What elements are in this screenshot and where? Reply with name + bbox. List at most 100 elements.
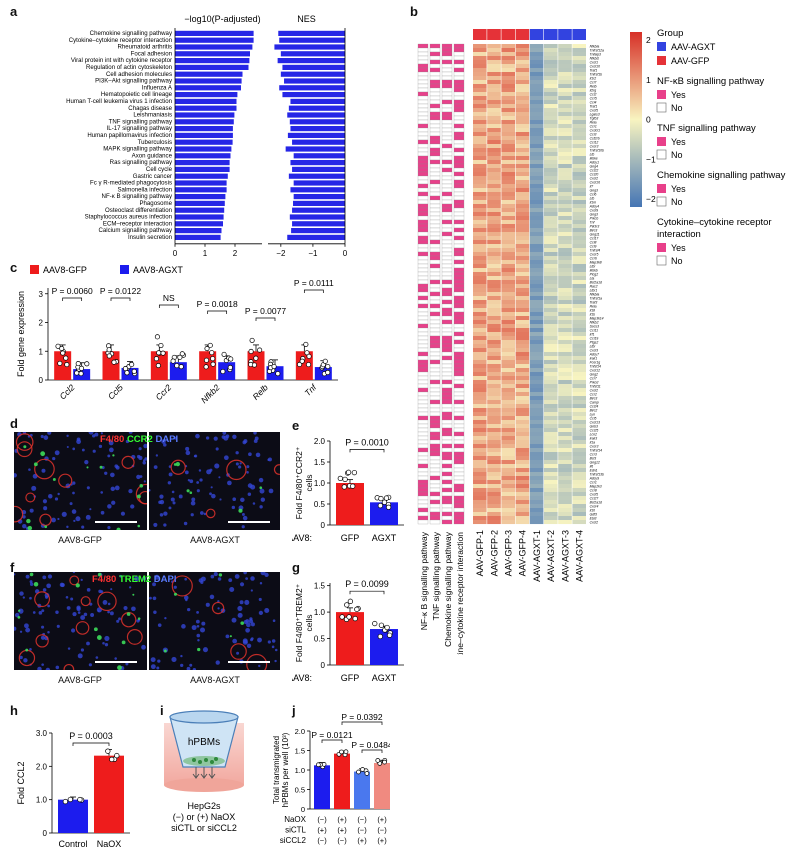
marker-dot	[116, 527, 121, 530]
heatmap-cell	[529, 232, 544, 237]
a-left-bar	[175, 200, 225, 206]
heatmap-annotation-cell	[429, 435, 441, 441]
e-datapoint	[337, 475, 343, 482]
heatmap-cell	[501, 372, 515, 377]
heatmap-cell	[529, 240, 544, 245]
heatmap-cell	[473, 228, 487, 233]
nucleus-dot	[205, 436, 210, 440]
heatmap-group-cell	[572, 29, 586, 40]
heatmap-cell	[572, 212, 586, 217]
heatmap-cell	[501, 244, 515, 249]
heatmap-annotation-cell	[417, 395, 429, 401]
heatmap-cell	[487, 408, 501, 413]
heatmap-annotation-cell	[417, 159, 429, 165]
nucleus-dot	[77, 611, 81, 614]
heatmap-scale-tick: −1	[646, 154, 656, 164]
heatmap-cell	[558, 120, 572, 125]
heatmap-gene-label: Ltbr1	[590, 289, 598, 293]
heatmap-annotation-cell	[441, 83, 453, 89]
heatmap-annotation-cell	[453, 447, 465, 453]
nucleus-dot	[136, 454, 141, 459]
marker-dot	[240, 621, 245, 625]
h-datapoint	[114, 752, 120, 759]
heatmap-cell	[529, 80, 544, 85]
nucleus-dot	[200, 627, 206, 633]
nucleus-dot	[190, 500, 196, 506]
heatmap-annotation-cell	[417, 455, 429, 461]
heatmap-cell	[473, 460, 487, 465]
heatmap-annotation-cell	[453, 503, 465, 509]
macrophage-ring	[97, 591, 117, 612]
heatmap-gene-label: Ccr1	[590, 481, 597, 485]
heatmap-cell	[501, 424, 515, 429]
heatmap-cell	[501, 312, 515, 317]
heatmap-cell	[558, 88, 572, 93]
nucleus-dot	[29, 596, 32, 600]
c-datapoint	[84, 361, 90, 367]
heatmap-annotation-cell	[453, 507, 465, 513]
heatmap-cell	[487, 432, 501, 437]
nucleus-dot	[102, 641, 105, 645]
a-left-bar	[175, 92, 238, 98]
heatmap-group-cell	[529, 29, 544, 40]
nucleus-dot	[218, 476, 221, 479]
heatmap-cell	[558, 84, 572, 89]
heatmap-annotation-cell	[453, 331, 465, 337]
heatmap-cell	[544, 308, 558, 313]
heatmap-cell	[544, 168, 558, 173]
heatmap-cell	[572, 496, 586, 501]
nucleus-dot	[149, 596, 152, 600]
heatmap-annotation-cell	[453, 387, 465, 393]
heatmap-annotation-cell	[441, 351, 453, 357]
heatmap-annotation-cell	[417, 139, 429, 145]
heatmap-column-label: AAV-GFP-4	[518, 530, 528, 576]
heatmap-cell	[473, 56, 487, 61]
heatmap-annotation-cell	[417, 111, 429, 117]
heatmap-gene-label: Tgfb3	[590, 117, 599, 121]
heatmap-cell	[544, 396, 558, 401]
heatmap-annotation-cell	[453, 307, 465, 313]
nucleus-dot	[211, 493, 216, 499]
heatmap-annotation-cell	[441, 155, 453, 161]
heatmap-gene-label: Prkcb	[590, 217, 599, 221]
heatmap-cell	[529, 292, 544, 297]
heatmap-annotation-cell	[417, 495, 429, 501]
heatmap-cell	[572, 464, 586, 469]
heatmap-cell	[501, 260, 515, 265]
heatmap-annotation-cell	[417, 83, 429, 89]
j-row-value: (−)	[317, 836, 327, 845]
legend-tnf-yes-swatch	[657, 137, 666, 146]
a-category-label: Rheumatoid arthritis	[117, 44, 172, 51]
heatmap-annotation-cell	[429, 135, 441, 141]
heatmap-cell	[487, 272, 501, 277]
nucleus-dot	[24, 623, 29, 629]
heatmap-cell	[572, 104, 586, 109]
heatmap-annotation-cell	[441, 207, 453, 213]
heatmap-cell	[487, 196, 501, 201]
heatmap-annotation-cell	[441, 223, 453, 229]
heatmap-gene-label: Ccl27	[590, 497, 599, 501]
heatmap-cell	[544, 120, 558, 125]
legend-agxt-label: AAV-AGXT	[671, 42, 716, 52]
heatmap-cell	[544, 260, 558, 265]
heatmap-cell	[487, 512, 501, 517]
schematic-i: hPBMs HepG2s (−) or (+) NaOX siCTL or si…	[164, 710, 244, 833]
a-category-label: Human papillomavirus infection	[87, 132, 172, 139]
heatmap-cell	[544, 96, 558, 101]
heatmap-cell	[515, 88, 530, 93]
g-datapoint	[377, 633, 383, 640]
heatmap-cell	[544, 488, 558, 493]
a-left-bar	[175, 30, 254, 36]
h-bar	[58, 799, 88, 833]
nucleus-dot	[159, 494, 164, 499]
heatmap-cell	[558, 372, 572, 377]
heatmap-cell	[544, 504, 558, 509]
heatmap-annotation-cell	[429, 275, 441, 281]
heatmap-annotation-cell	[453, 103, 465, 109]
heatmap-cell	[473, 304, 487, 309]
heatmap-cell	[544, 304, 558, 309]
heatmap-cell	[529, 364, 544, 369]
heatmap-cell	[473, 172, 487, 177]
heatmap-annotation-cell	[417, 55, 429, 61]
heatmap-cell	[558, 148, 572, 153]
